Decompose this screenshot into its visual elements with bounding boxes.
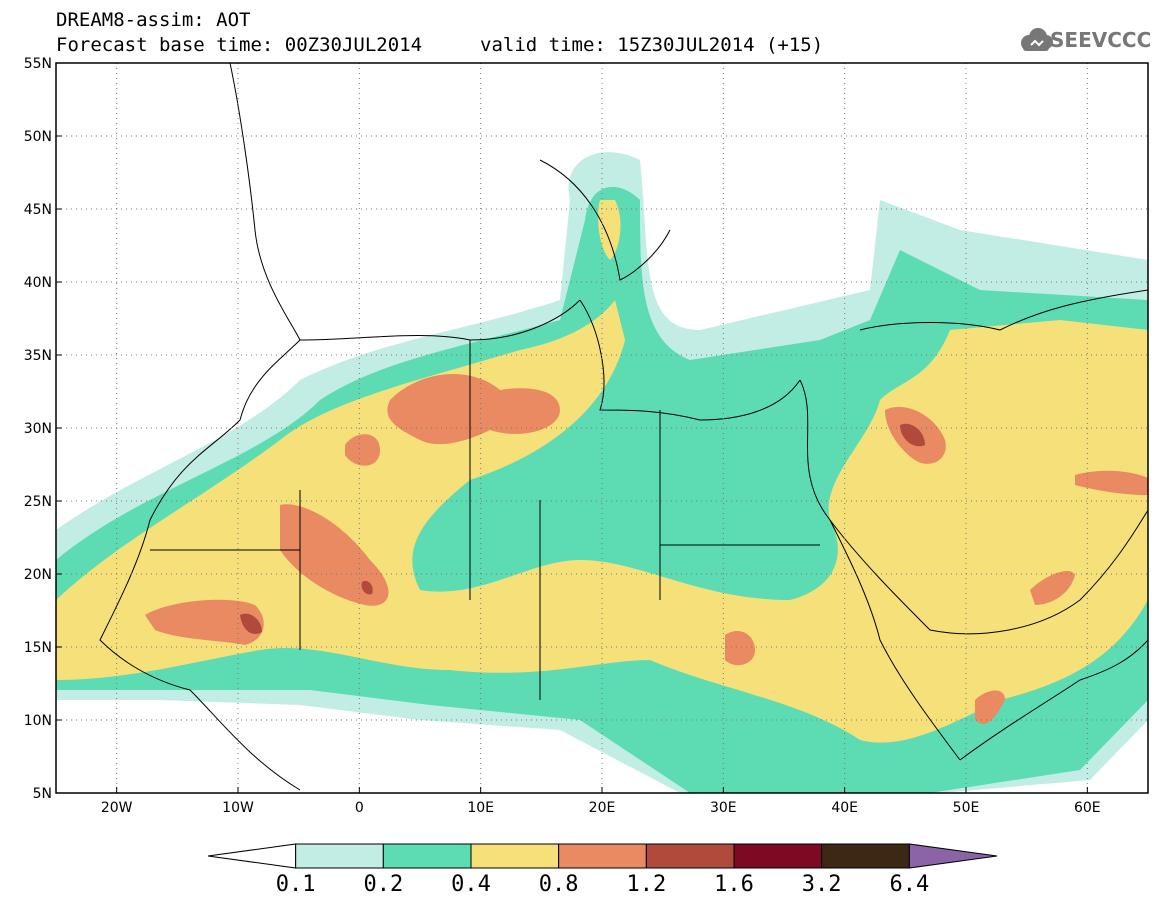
aot-band-0-8 xyxy=(145,599,264,645)
lon-label: 20W xyxy=(101,800,133,816)
colorbar-label: 3.2 xyxy=(802,872,842,897)
aot-band-0-8 xyxy=(345,434,380,466)
lon-label: 10E xyxy=(467,800,494,816)
colorbar-segment xyxy=(821,843,910,869)
lat-label: 5N xyxy=(33,786,52,802)
lon-label: 0 xyxy=(355,800,364,816)
lon-label: 60E xyxy=(1074,800,1101,816)
lat-label: 50N xyxy=(24,129,52,145)
colorbar-label: 1.2 xyxy=(626,872,666,897)
lat-label: 35N xyxy=(24,348,52,364)
aot-band-1-2 xyxy=(900,423,925,447)
aot-band-0-8 xyxy=(975,690,1005,724)
colorbar-label: 6.4 xyxy=(889,872,929,897)
logo-text: SEEVCCC xyxy=(1050,28,1152,52)
aot-band-0-4 xyxy=(56,300,1148,743)
colorbar-segment xyxy=(382,843,472,869)
colorbar-segment xyxy=(908,843,998,869)
lat-label: 15N xyxy=(24,640,52,656)
lat-label: 45N xyxy=(24,202,52,218)
colorbar-label: 0.4 xyxy=(451,872,491,897)
colorbar: 0.1 0.2 0.4 0.8 1.2 1.6 3.2 6.4 xyxy=(207,843,998,897)
title-line-2: Forecast base time: 00Z30JUL2014 xyxy=(56,34,423,56)
colorbar-segment xyxy=(207,843,297,869)
lat-label: 30N xyxy=(24,421,52,437)
colorbar-label: 0.8 xyxy=(539,872,579,897)
colorbar-segment xyxy=(470,843,560,869)
colorbar-label: 1.6 xyxy=(714,872,754,897)
coastlines xyxy=(99,63,1148,791)
aot-band-0-8 xyxy=(725,630,755,666)
valid-time: valid time: 15Z30JUL2014 (+15) xyxy=(480,34,824,56)
aot-band-0-8 xyxy=(387,373,560,445)
lon-label: 50E xyxy=(953,800,980,816)
lon-label: 30E xyxy=(710,800,737,816)
lat-label: 20N xyxy=(24,567,52,583)
aot-band-0-8 xyxy=(1030,570,1075,605)
lat-label: 10N xyxy=(24,713,52,729)
colorbar-segment xyxy=(295,843,384,869)
lat-label: 40N xyxy=(24,275,52,291)
colorbar-segment xyxy=(558,843,647,869)
lat-label: 55N xyxy=(24,56,52,72)
lat-labels: 55N 50N 45N 40N 35N 30N 25N 20N 15N 10N 5N xyxy=(24,56,62,802)
lat-label: 25N xyxy=(24,494,52,510)
grid xyxy=(56,63,1148,793)
colorbar-segment xyxy=(645,843,735,869)
colorbar-label: 0.2 xyxy=(363,872,403,897)
lon-labels: 20W 10W 0 10E 20E 30E 40E 50E 60E xyxy=(101,787,1101,816)
lon-label: 40E xyxy=(831,800,858,816)
colorbar-segment xyxy=(733,843,823,869)
aot-band-0-8 xyxy=(280,504,389,606)
colorbar-label: 0.1 xyxy=(276,872,316,897)
aot-band-0-4 xyxy=(598,200,621,260)
title-line-1: DREAM8-assim: AOT xyxy=(56,9,251,31)
aot-band-1-2 xyxy=(240,613,262,635)
aot-field xyxy=(56,152,1148,793)
lon-label: 20E xyxy=(589,800,616,816)
lon-label: 10W xyxy=(222,800,254,816)
cloud-icon xyxy=(1021,28,1053,51)
aot-band-0-8 xyxy=(1075,470,1148,495)
aot-band-1-2 xyxy=(361,580,373,595)
